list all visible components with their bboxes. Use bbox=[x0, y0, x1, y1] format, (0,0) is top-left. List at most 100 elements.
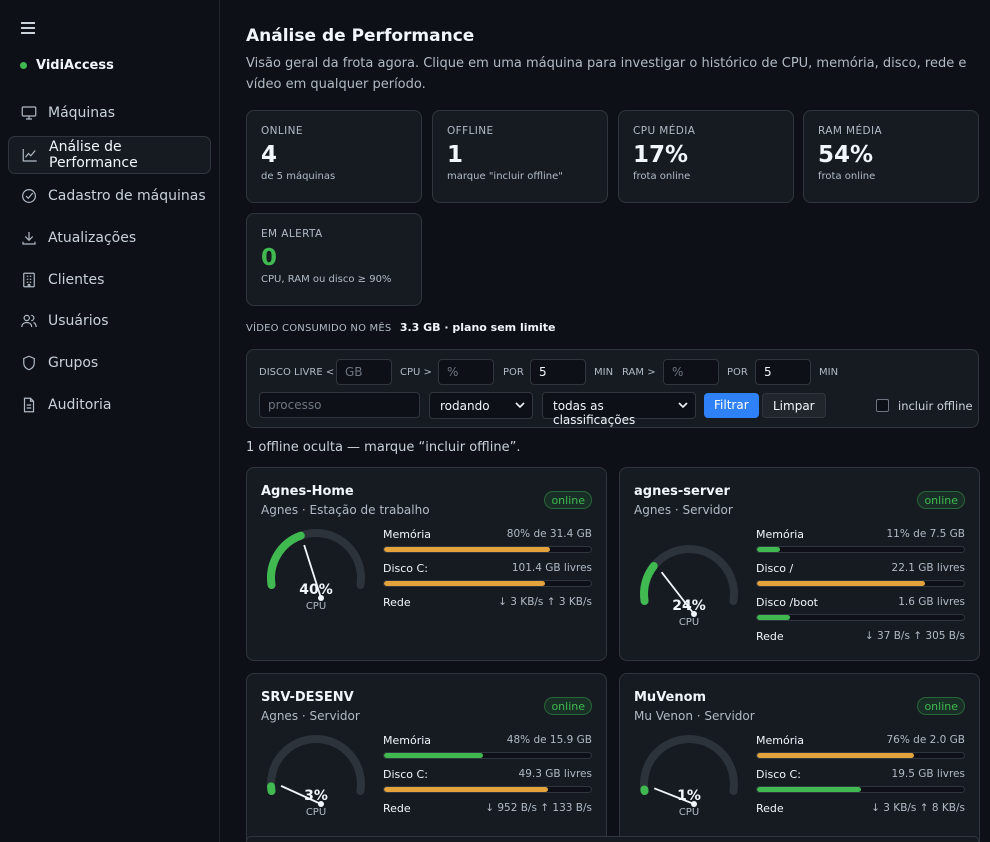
sidebar-item-label: Clientes bbox=[48, 271, 105, 288]
process-input[interactable]: processo bbox=[259, 392, 420, 418]
stat-label: EM ALERTA bbox=[261, 228, 323, 240]
metric-disk-boot: Disco /boot 1.6 GB livres bbox=[756, 596, 965, 621]
metric-name: Memória bbox=[756, 528, 805, 541]
cpu-gauge bbox=[640, 735, 738, 807]
filter-button[interactable]: Filtrar bbox=[704, 393, 759, 418]
metric-bar-fill bbox=[757, 581, 925, 586]
metric-memory: Memória 80% de 31.4 GB bbox=[383, 528, 592, 553]
check-circle-icon bbox=[22, 189, 36, 204]
classification-select[interactable]: todas as classificações bbox=[542, 392, 696, 427]
stat-label: RAM MÉDIA bbox=[818, 125, 883, 137]
sidebar-item-label: Grupos bbox=[48, 355, 99, 372]
state-select[interactable]: rodando bbox=[429, 392, 533, 419]
disk-filter-input[interactable]: GB bbox=[336, 359, 392, 385]
cpu-label: CPU bbox=[678, 807, 700, 818]
cpu-minutes-input[interactable]: 5 bbox=[530, 359, 586, 385]
metric-name: Disco C: bbox=[383, 768, 428, 781]
machine-card[interactable]: Agnes-Home Agnes · Estação de trabalho o… bbox=[246, 467, 607, 661]
users-icon bbox=[21, 315, 37, 328]
filter-panel: DISCO LIVRE < GB CPU > % POR 5 MIN RAM >… bbox=[246, 349, 979, 428]
por-label: POR bbox=[503, 367, 524, 378]
machine-card[interactable]: SRV-DESENV Agnes · Servidor online 3% CP… bbox=[246, 673, 607, 842]
stat-sub: marque "incluir offline" bbox=[447, 171, 563, 182]
stat-card-online: ONLINE 4 de 5 máquinas bbox=[246, 110, 422, 203]
metric-network: Rede ↓ 952 B/s ↑ 133 B/s bbox=[383, 802, 592, 815]
sidebar-item-cadastro[interactable]: Cadastro de máquinas bbox=[8, 177, 211, 215]
metric-network: Rede ↓ 3 KB/s ↑ 8 KB/s bbox=[756, 802, 965, 815]
gauge-track bbox=[640, 735, 738, 796]
metric-bar-fill bbox=[757, 787, 861, 792]
stat-label: ONLINE bbox=[261, 125, 303, 137]
metric-name: Disco / bbox=[756, 562, 794, 575]
stat-sub: frota online bbox=[818, 171, 876, 182]
machine-card[interactable]: MuVenom Mu Venon · Servidor online 1% CP… bbox=[619, 673, 980, 842]
metric-value: ↓ 3 KB/s ↑ 3 KB/s bbox=[498, 596, 592, 608]
gauge-fill bbox=[267, 531, 305, 590]
metric-memory: Memória 11% de 7.5 GB bbox=[756, 528, 965, 553]
ram-filter-label: RAM > bbox=[622, 367, 656, 378]
sidebar-item-usuarios[interactable]: Usuários bbox=[8, 302, 211, 340]
include-offline-checkbox[interactable] bbox=[876, 399, 889, 412]
sidebar-item-atualizacoes[interactable]: Atualizações bbox=[8, 219, 211, 257]
metric-value: 1.6 GB livres bbox=[898, 596, 965, 608]
metric-bar-fill bbox=[384, 581, 546, 586]
status-badge: online bbox=[544, 697, 592, 715]
sidebar-item-grupos[interactable]: Grupos bbox=[8, 344, 211, 382]
machine-meta: Agnes · Servidor bbox=[261, 709, 360, 723]
sidebar-item-clientes[interactable]: Clientes bbox=[8, 261, 211, 299]
cpu-filter-input[interactable]: % bbox=[438, 359, 494, 385]
machine-meta: Mu Venon · Servidor bbox=[634, 709, 755, 723]
metric-bar bbox=[756, 752, 965, 759]
sidebar-item-maquinas[interactable]: Máquinas bbox=[8, 94, 211, 132]
metric-name: Rede bbox=[383, 802, 411, 815]
ram-minutes-input[interactable]: 5 bbox=[755, 359, 811, 385]
cpu-value: 40% bbox=[299, 582, 333, 598]
machine-meta: Agnes · Estação de trabalho bbox=[261, 503, 430, 517]
menu-icon[interactable] bbox=[21, 22, 35, 34]
gauge-hub bbox=[318, 595, 324, 601]
gauge-needle bbox=[660, 571, 695, 615]
metric-network: Rede ↓ 3 KB/s ↑ 3 KB/s bbox=[383, 596, 592, 609]
video-value: 3.3 GB · plano sem limite bbox=[399, 321, 556, 334]
gauge-needle bbox=[280, 785, 322, 805]
gauge-fill bbox=[640, 561, 658, 606]
building-icon bbox=[23, 272, 35, 288]
metric-value: 22.1 GB livres bbox=[891, 562, 965, 574]
gauge-track bbox=[640, 545, 738, 606]
sidebar-item-label: Auditoria bbox=[48, 396, 112, 413]
machine-name: SRV-DESENV bbox=[261, 690, 354, 705]
machine-name: MuVenom bbox=[634, 690, 707, 705]
sidebar-item-label: Cadastro de máquinas bbox=[48, 188, 206, 205]
sidebar-item-label: Atualizações bbox=[48, 230, 137, 247]
metric-value: 49.3 GB livres bbox=[518, 768, 592, 780]
sidebar-item-auditoria[interactable]: Auditoria bbox=[8, 386, 211, 424]
metric-bar bbox=[756, 614, 965, 621]
metric-disk: Disco C: 101.4 GB livres bbox=[383, 562, 592, 587]
min-label: MIN bbox=[819, 367, 839, 378]
metric-disk: Disco C: 49.3 GB livres bbox=[383, 768, 592, 793]
metric-network: Rede ↓ 37 B/s ↑ 305 B/s bbox=[756, 630, 965, 643]
stat-sub: CPU, RAM ou disco ≥ 90% bbox=[261, 274, 392, 285]
cpu-value: 24% bbox=[672, 598, 706, 614]
gauge-hub bbox=[318, 801, 324, 807]
cpu-filter-label: CPU > bbox=[400, 367, 432, 378]
machine-card[interactable]: agnes-server Agnes · Servidor online 24%… bbox=[619, 467, 980, 661]
clear-button[interactable]: Limpar bbox=[762, 393, 826, 418]
classification-select-value: todas as classificações bbox=[553, 399, 636, 427]
video-usage: VÍDEO CONSUMIDO NO MÊS 3.3 GB · plano se… bbox=[246, 321, 555, 334]
cpu-label: CPU bbox=[678, 617, 700, 628]
sidebar-nav: Máquinas Análise de Performance Cadastro… bbox=[8, 94, 211, 428]
stat-value: 17% bbox=[633, 142, 689, 168]
monitor-icon bbox=[21, 106, 37, 120]
metric-memory: Memória 48% de 15.9 GB bbox=[383, 734, 592, 759]
app-name: VidiAccess bbox=[36, 58, 114, 73]
machine-card-partial bbox=[246, 836, 979, 842]
ram-filter-input[interactable]: % bbox=[663, 359, 719, 385]
include-offline-label[interactable]: incluir offline bbox=[898, 399, 973, 413]
por-label: POR bbox=[727, 367, 748, 378]
page-subtitle: Visão geral da frota agora. Clique em um… bbox=[246, 56, 967, 92]
page-title: Análise de Performance bbox=[246, 26, 475, 46]
stat-sub: frota online bbox=[633, 171, 691, 182]
metric-name: Memória bbox=[383, 734, 432, 747]
sidebar-item-analise[interactable]: Análise de Performance bbox=[8, 135, 211, 174]
